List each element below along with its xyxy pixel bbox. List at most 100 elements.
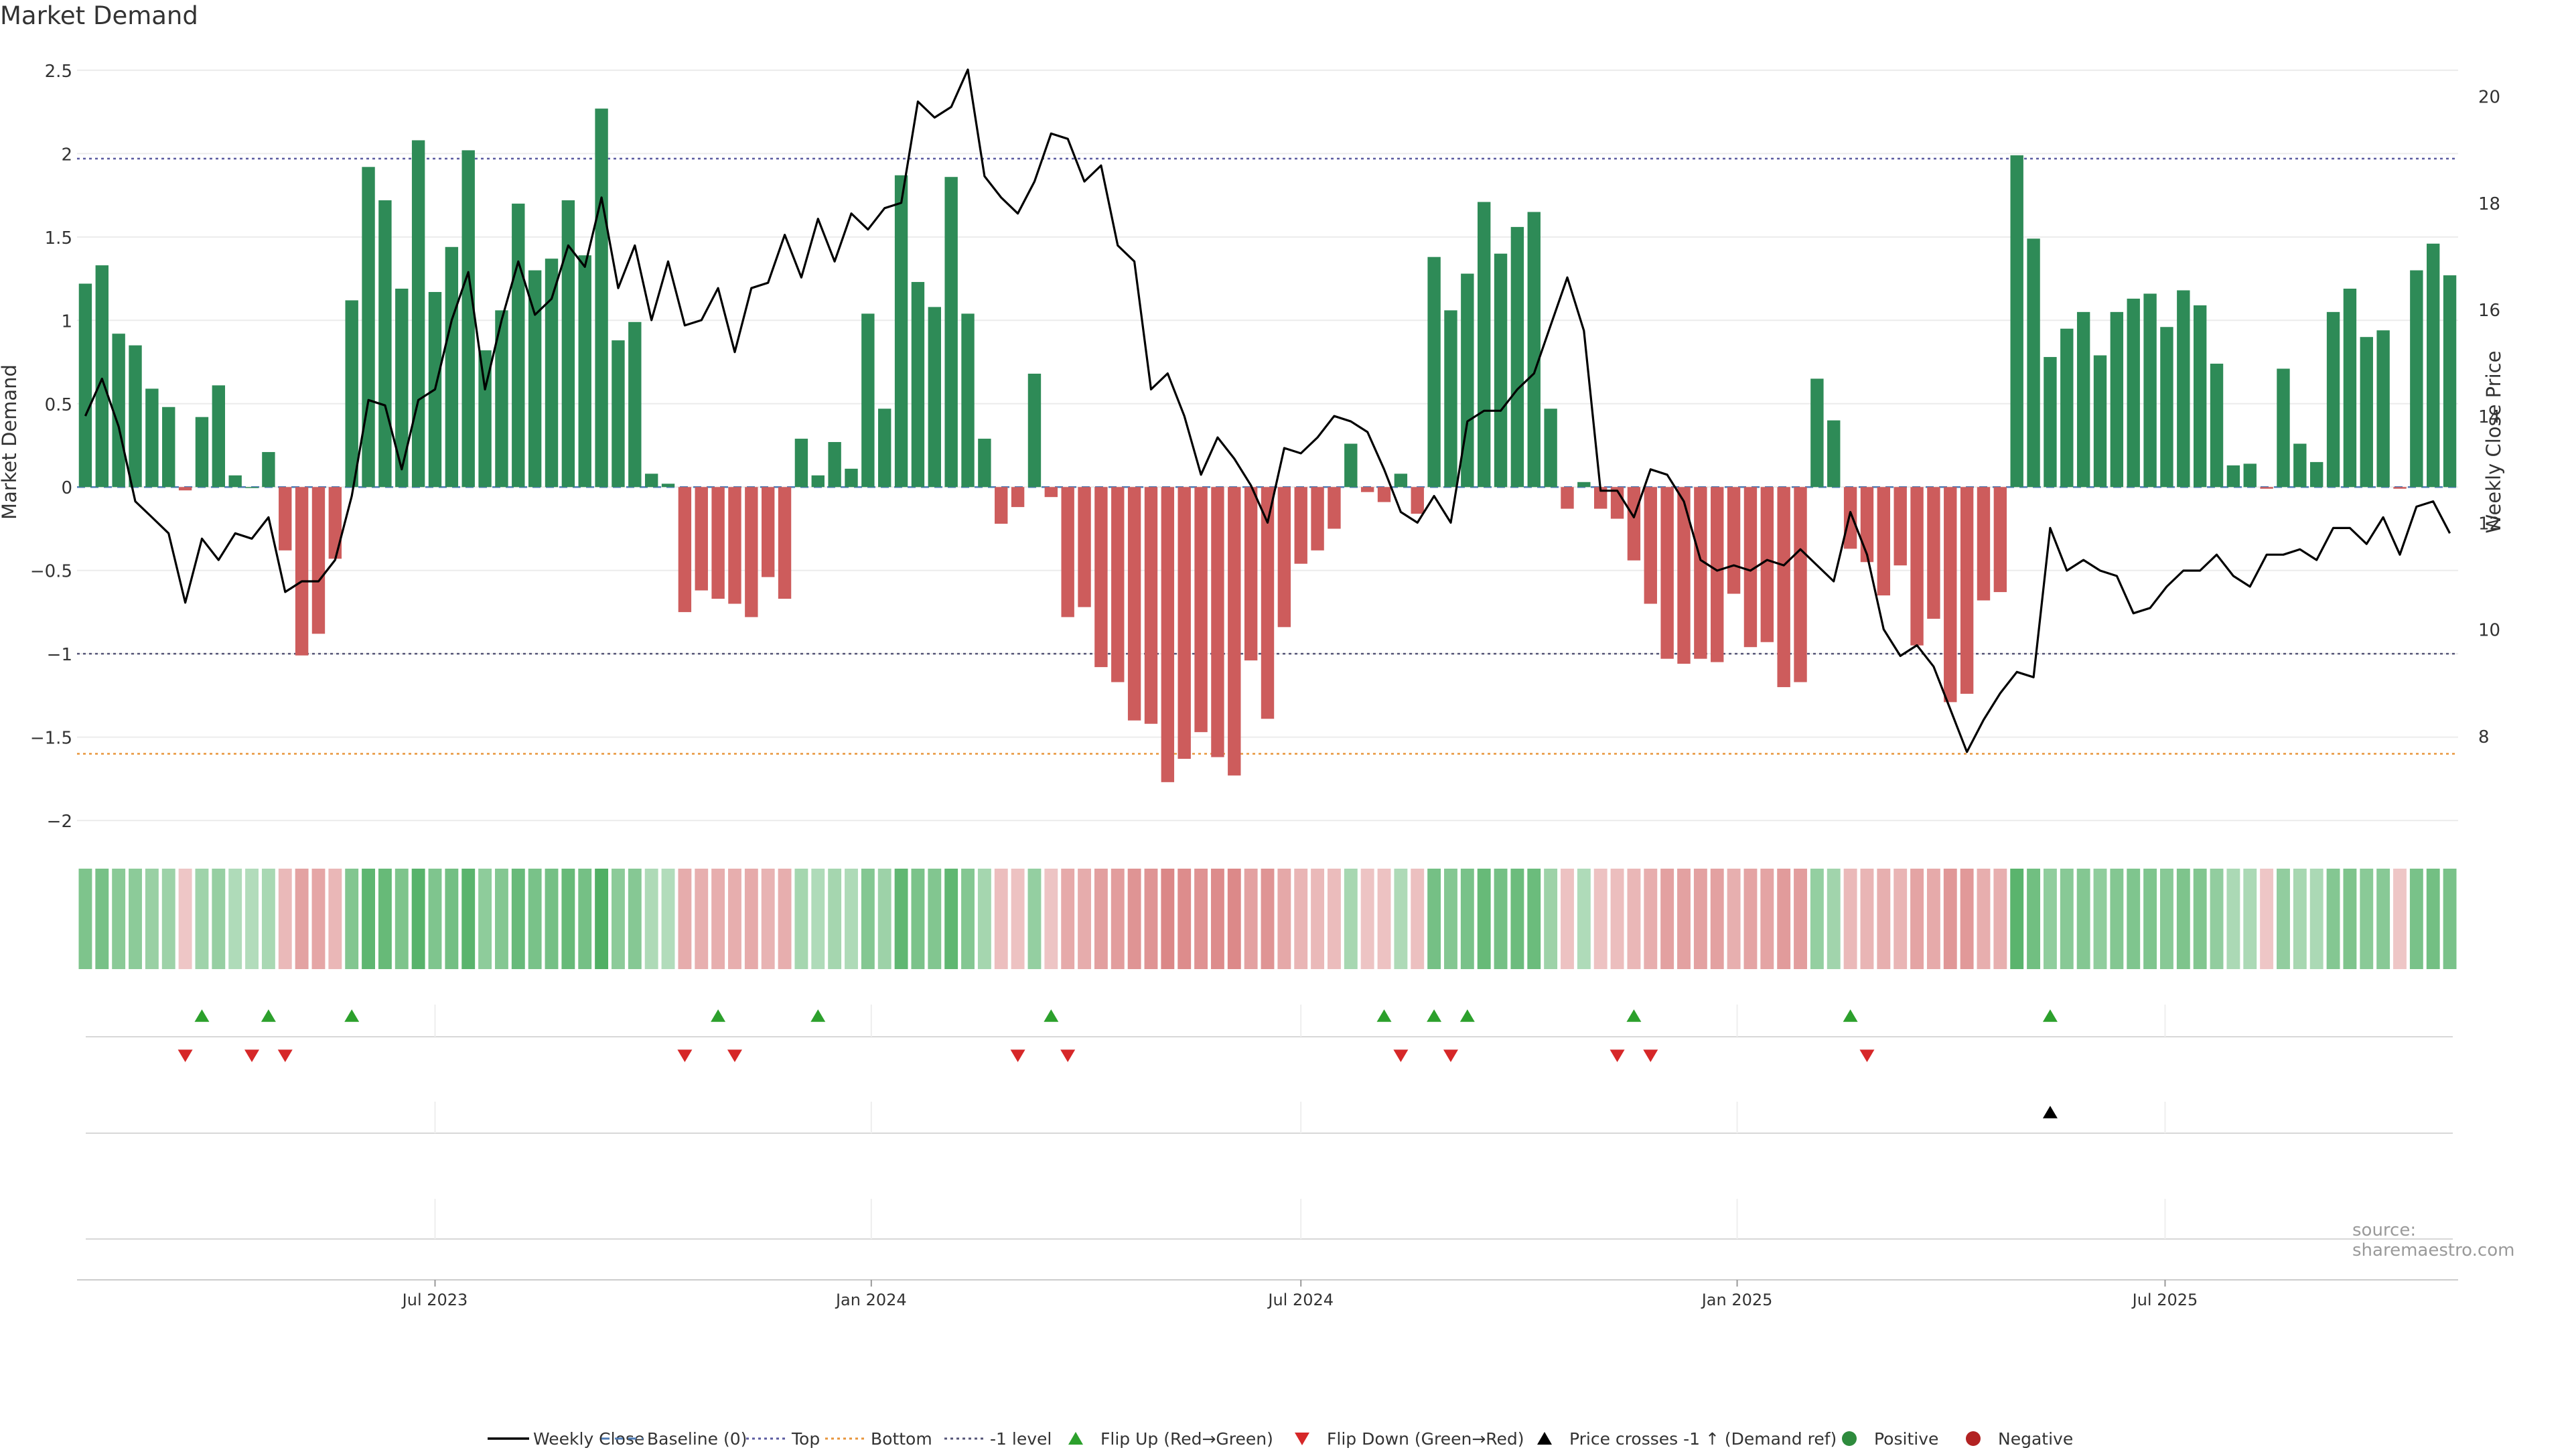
demand-bar: [928, 307, 941, 488]
demand-bar: [2410, 270, 2423, 488]
heat-cell: [1011, 869, 1025, 969]
demand-bar: [2193, 305, 2207, 488]
flip-up-marker: [1376, 1009, 1392, 1022]
heat-cell: [1660, 869, 1674, 969]
flip-up-marker: [1459, 1009, 1475, 1022]
heat-cell: [1344, 869, 1358, 969]
heat-cell: [494, 869, 508, 969]
heat-cell: [1444, 869, 1457, 969]
legend-label: Top: [791, 1429, 820, 1449]
demand-bar: [1111, 487, 1125, 682]
demand-bar: [2160, 327, 2173, 488]
demand-bar: [628, 321, 642, 488]
demand-bar: [2260, 487, 2273, 489]
heat-cell: [528, 869, 542, 969]
heat-cell: [1061, 869, 1075, 969]
heat-cell: [644, 869, 658, 969]
heat-cell: [1111, 869, 1125, 969]
heat-cell: [1360, 869, 1374, 969]
heat-cell: [1727, 869, 1741, 969]
heat-cell: [877, 869, 891, 969]
demand-bar: [262, 451, 275, 488]
demand-bar: [2376, 330, 2390, 488]
heat-cell: [461, 869, 476, 969]
demand-bar: [2326, 311, 2340, 488]
heat-cell: [661, 869, 675, 969]
heat-cell: [578, 869, 592, 969]
heat-cell: [1610, 869, 1624, 969]
demand-bar: [461, 150, 475, 488]
heat-cell: [362, 869, 375, 969]
heat-cell: [378, 869, 392, 969]
demand-bar: [212, 385, 226, 488]
demand-bar: [295, 487, 309, 656]
flip-up-marker: [1843, 1009, 1858, 1022]
demand-bar: [378, 200, 392, 488]
legend-swatch-triangle-up: [1068, 1432, 1083, 1445]
heat-cell: [295, 869, 309, 969]
heat-cell: [1494, 869, 1508, 969]
demand-bar: [328, 487, 342, 559]
legend-label: Baseline (0): [647, 1429, 747, 1449]
heat-cell: [1843, 869, 1857, 969]
legend-item: Weekly Close: [488, 1429, 644, 1449]
demand-bar: [778, 487, 792, 599]
demand-bar: [1561, 487, 1574, 509]
demand-bar: [2060, 328, 2074, 488]
heat-cell: [1144, 869, 1158, 969]
demand-bar: [129, 345, 142, 488]
y-tick-label: 2.5: [45, 62, 72, 82]
demand-bar: [1011, 487, 1025, 508]
legend-label: Price crosses -1 ↑ (Demand ref): [1569, 1429, 1837, 1449]
heat-cell: [245, 869, 259, 969]
demand-bar: [195, 417, 209, 488]
heat-cell: [1044, 869, 1058, 969]
y-axis-right-ticks: 20 18 16 14 12 10 8: [2478, 88, 2500, 747]
heat-cell: [328, 869, 342, 969]
flip-up-marker: [1044, 1009, 1059, 1022]
demand-bar: [2110, 311, 2124, 488]
heat-cell: [2343, 869, 2357, 969]
demand-bar: [1960, 487, 1974, 694]
heat-cell: [961, 869, 975, 969]
heat-cell: [1760, 869, 1774, 969]
heat-cell: [1394, 869, 1408, 969]
heat-cell: [928, 869, 942, 969]
heat-cell: [95, 869, 109, 969]
heat-cell: [278, 869, 292, 969]
heat-cell: [1910, 869, 1924, 969]
demand-bar: [1261, 487, 1275, 719]
demand-bar: [1993, 487, 2007, 593]
heat-cell: [78, 869, 92, 969]
flip-down-marker: [244, 1049, 260, 1062]
y2-tick-label: 12: [2478, 514, 2500, 534]
y-tick-label: −0.5: [30, 562, 72, 582]
demand-bar: [2076, 311, 2090, 488]
demand-bar: [2127, 298, 2140, 488]
heat-cell: [2243, 869, 2257, 969]
demand-bar: [145, 388, 159, 488]
heat-cell: [1161, 869, 1175, 969]
heat-cell: [1743, 869, 1758, 969]
heat-cell: [228, 869, 242, 969]
legend-item: Positive: [1842, 1429, 1938, 1449]
demand-bar: [878, 409, 891, 488]
demand-bar: [595, 108, 608, 488]
heat-cell: [994, 869, 1008, 969]
demand-bar: [1277, 487, 1291, 628]
legend-label: Flip Down (Green→Red): [1327, 1429, 1524, 1449]
heat-cell: [1177, 869, 1192, 969]
legend-label: -1 level: [990, 1429, 1052, 1449]
demand-bar: [1144, 487, 1158, 724]
demand-bar: [1177, 487, 1191, 759]
demand-bars: [78, 108, 2457, 782]
heat-cell: [761, 869, 775, 969]
demand-bar: [162, 407, 175, 488]
demand-bar: [2177, 290, 2190, 488]
heat-cell: [778, 869, 792, 969]
demand-bar: [495, 310, 508, 488]
flip-down-marker: [1643, 1049, 1658, 1062]
legend-item: Flip Down (Green→Red): [1295, 1429, 1524, 1449]
y2-tick-label: 20: [2478, 88, 2500, 108]
